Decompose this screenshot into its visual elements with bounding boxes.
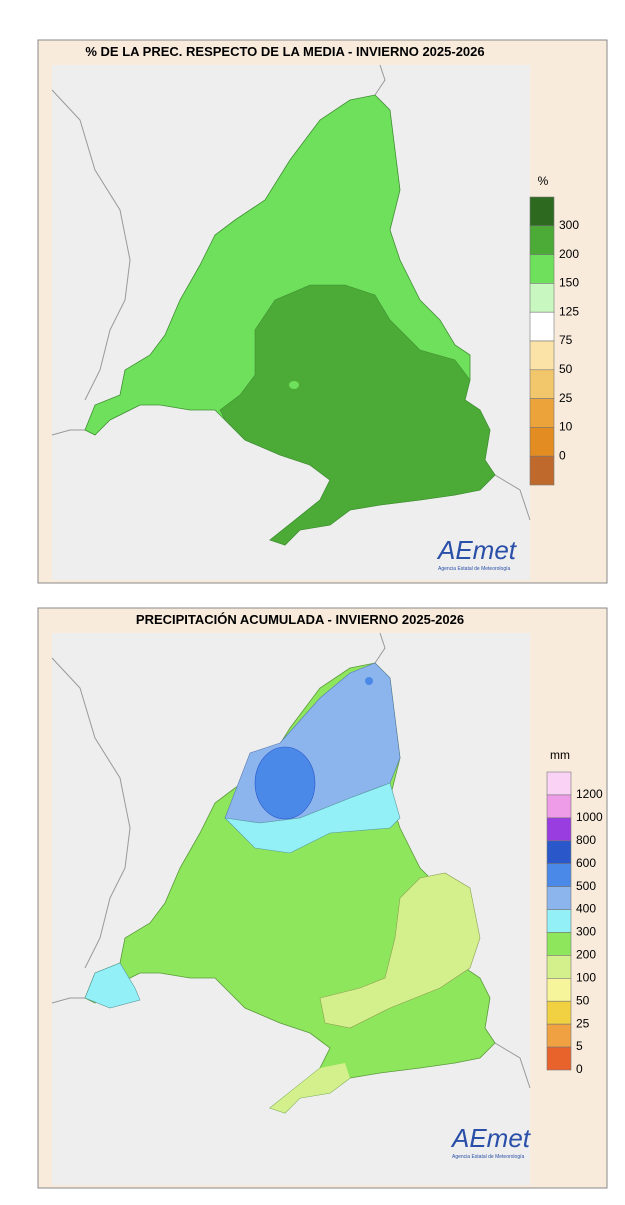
map-title: PRECIPITACIÓN ACUMULADA - INVIERNO 2025-…: [136, 612, 464, 627]
logo-name: AEmet: [450, 1123, 532, 1153]
legend-label: 0: [576, 1062, 583, 1076]
legend: % 300 200 150 125 75 50 25 10 0: [529, 174, 579, 486]
logo-subtitle: Agencia Estatal de Meteorología: [438, 566, 510, 572]
legend-swatch: [546, 1046, 572, 1071]
legend-label: 500: [576, 879, 596, 893]
legend-label: 50: [559, 362, 573, 376]
legend-swatch: [529, 455, 555, 486]
logo-subtitle: Agencia Estatal de Meteorología: [452, 1154, 524, 1160]
legend-swatch: [546, 978, 572, 1002]
legend-label: 200: [559, 247, 579, 261]
map-title: % DE LA PREC. RESPECTO DE LA MEDIA - INV…: [85, 44, 484, 59]
legend-unit: mm: [550, 748, 570, 762]
legend-label: 5: [576, 1039, 583, 1053]
legend-label: 200: [576, 948, 596, 962]
legend-label: 400: [576, 902, 596, 916]
legend-swatch: [546, 840, 572, 864]
legend-label: 100: [576, 970, 596, 984]
legend-label: 1200: [576, 787, 603, 801]
legend-label: 25: [559, 391, 573, 405]
contour-zone: [84, 962, 141, 1009]
legend-swatch: [529, 196, 555, 227]
legend-label: 300: [559, 218, 579, 232]
legend-swatch: [529, 225, 555, 255]
legend-swatch: [529, 369, 555, 399]
map-content: [51, 632, 531, 1114]
legend-label: 25: [576, 1016, 590, 1030]
legend-swatch: [546, 1023, 572, 1048]
legend-swatch: [529, 340, 555, 371]
legend-label: 0: [559, 448, 566, 462]
contour-zone: [319, 872, 481, 1029]
contour-zone: [365, 677, 373, 685]
legend-label: 800: [576, 833, 596, 847]
legend-label: 125: [559, 304, 579, 318]
map-panel: % DE LA PREC. RESPECTO DE LA MEDIA - INV…: [37, 39, 608, 584]
legend-label: 10: [559, 420, 573, 434]
legend-swatch: [546, 771, 572, 796]
legend-swatch: [546, 1000, 572, 1025]
legend-swatch: [546, 863, 572, 887]
legend-swatch: [546, 886, 572, 910]
legend-swatch: [546, 932, 572, 956]
legend-swatch: [529, 311, 555, 342]
legend-label: 300: [576, 925, 596, 939]
legend-unit: %: [538, 174, 549, 188]
legend-swatch: [546, 909, 572, 933]
contour-zone: [270, 1063, 350, 1113]
legend-swatch: [546, 817, 572, 842]
legend-swatch: [546, 794, 572, 819]
legend-swatch: [529, 427, 555, 457]
legend-label: 150: [559, 276, 579, 290]
contour-zone: [219, 284, 496, 546]
legend-swatch: [529, 398, 555, 428]
contour-zone: [224, 782, 401, 854]
legend-label: 1000: [576, 810, 603, 824]
map-panel: PRECIPITACIÓN ACUMULADA - INVIERNO 2025-…: [37, 607, 608, 1189]
contour-zone: [289, 381, 299, 389]
logo-name: AEmet: [436, 535, 518, 565]
legend-swatch: [529, 254, 555, 284]
contour-zone: [254, 746, 316, 820]
legend-label: 600: [576, 856, 596, 870]
legend-swatch: [529, 283, 555, 313]
legend-label: 75: [559, 333, 573, 347]
legend-label: 50: [576, 993, 590, 1007]
legend-swatch: [546, 955, 572, 979]
